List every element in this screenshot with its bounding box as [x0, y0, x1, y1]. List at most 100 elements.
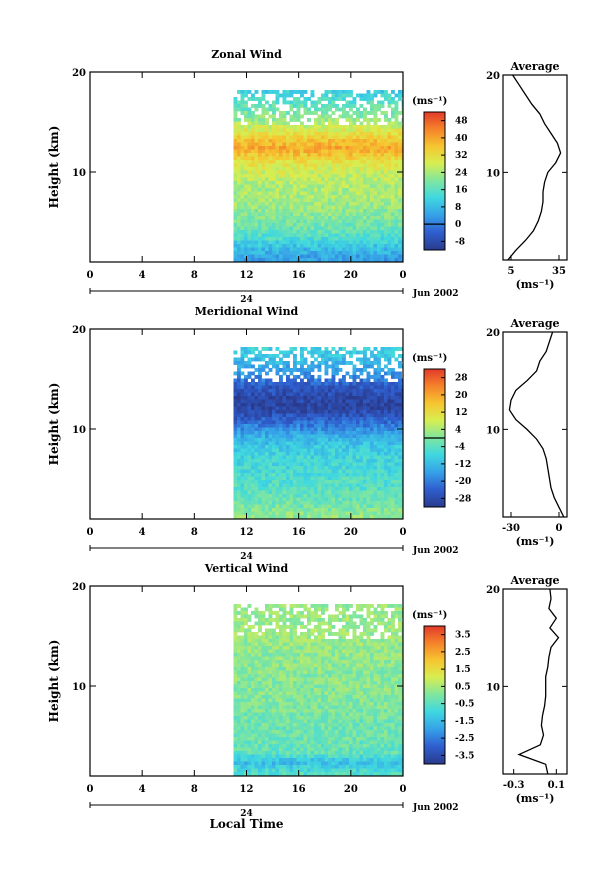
- field-cell: [268, 223, 273, 227]
- field-cell: [349, 350, 353, 355]
- field-cell: [373, 132, 378, 136]
- field-cell: [244, 607, 248, 612]
- field-cell: [303, 149, 308, 154]
- field-cell: [317, 160, 322, 164]
- field-cell: [342, 128, 346, 133]
- field-cell: [303, 181, 308, 185]
- field-cell: [279, 406, 283, 411]
- field-cell: [338, 431, 343, 435]
- field-cell: [244, 364, 248, 369]
- field-cell: [349, 476, 353, 481]
- field-cell: [286, 146, 290, 150]
- field-cell: [352, 128, 357, 133]
- field-cell: [265, 420, 269, 425]
- field-cell: [286, 188, 290, 192]
- field-cell: [303, 125, 308, 129]
- field-cell: [247, 483, 252, 488]
- field-cell: [251, 480, 255, 484]
- field-cell: [352, 490, 357, 495]
- field-cell: [373, 237, 378, 241]
- field-cell: [335, 184, 339, 189]
- field-cell: [244, 646, 248, 650]
- field-cell: [352, 473, 357, 477]
- field-cell: [261, 723, 266, 727]
- field-cell: [356, 441, 360, 446]
- field-cell: [237, 424, 241, 428]
- field-cell: [289, 209, 294, 213]
- field-cell: [265, 139, 269, 143]
- field-cell: [251, 744, 255, 748]
- field-cell: [352, 216, 357, 220]
- field-cell: [307, 198, 311, 203]
- field-cell: [310, 452, 315, 456]
- field-cell: [310, 205, 315, 210]
- field-cell: [275, 417, 280, 421]
- field-cell: [398, 396, 402, 400]
- field-cell: [391, 434, 395, 439]
- field-cell: [272, 382, 276, 386]
- field-cell: [258, 758, 262, 762]
- field-cell: [384, 350, 388, 355]
- field-cell: [300, 459, 304, 463]
- field-cell: [300, 413, 304, 418]
- field-cell: [289, 167, 294, 171]
- field-cell: [286, 135, 290, 140]
- field-cell: [265, 483, 269, 488]
- field-cell: [286, 490, 290, 495]
- field-cell: [244, 202, 248, 206]
- field-cell: [394, 254, 399, 259]
- field-cell: [398, 389, 402, 393]
- field-cell: [296, 149, 301, 154]
- field-cell: [391, 146, 395, 150]
- field-cell: [363, 156, 367, 161]
- field-cell: [265, 156, 269, 161]
- field-cell: [247, 716, 252, 720]
- field-cell: [286, 202, 290, 206]
- field-cell: [254, 237, 259, 241]
- field-cell: [268, 174, 273, 178]
- field-cell: [373, 378, 378, 383]
- field-cell: [275, 209, 280, 213]
- field-cell: [282, 258, 287, 262]
- field-cell: [373, 118, 378, 122]
- field-cell: [244, 100, 248, 105]
- field-cell: [279, 399, 283, 404]
- field-cell: [237, 181, 241, 185]
- field-cell: [244, 765, 248, 769]
- field-cell: [275, 198, 280, 203]
- field-cell: [352, 364, 357, 369]
- field-cell: [244, 681, 248, 685]
- field-cell: [370, 163, 374, 168]
- field-cell: [261, 237, 266, 241]
- field-cell: [268, 438, 273, 442]
- field-cell: [387, 135, 392, 140]
- field-cell: [401, 244, 403, 248]
- field-cell: [251, 237, 255, 241]
- field-cell: [296, 480, 301, 484]
- field-cell: [275, 156, 280, 161]
- field-cell: [286, 396, 290, 400]
- field-cell: [398, 406, 402, 411]
- field-cell: [251, 223, 255, 227]
- date-label-day: 24: [240, 552, 253, 562]
- field-cell: [317, 396, 322, 400]
- field-cell: [387, 230, 392, 234]
- field-cell: [265, 403, 269, 407]
- field-cell: [307, 174, 311, 178]
- field-cell: [237, 104, 241, 108]
- field-cell: [240, 174, 245, 178]
- field-cell: [317, 382, 322, 386]
- x-tick-label: 8: [191, 270, 198, 281]
- field-cell: [261, 469, 266, 474]
- field-cell: [335, 431, 339, 435]
- field-cell: [247, 188, 252, 192]
- field-cell: [359, 233, 364, 238]
- field-cell: [233, 712, 238, 717]
- field-cell: [265, 378, 269, 383]
- field-cell: [398, 448, 402, 453]
- field-cell: [289, 396, 294, 400]
- field-cell: [237, 747, 241, 752]
- field-cell: [307, 240, 311, 245]
- field-cell: [272, 413, 276, 418]
- field-cell: [349, 406, 353, 411]
